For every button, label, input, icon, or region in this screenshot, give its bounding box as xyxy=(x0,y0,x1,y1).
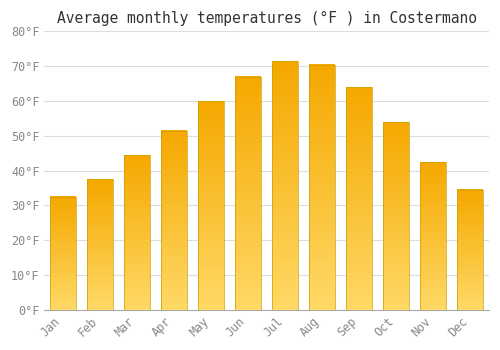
Bar xyxy=(420,162,446,310)
Bar xyxy=(50,197,76,310)
Bar xyxy=(235,77,261,310)
Bar xyxy=(198,101,224,310)
Bar xyxy=(458,190,483,310)
Bar xyxy=(310,64,335,310)
Bar xyxy=(161,131,187,310)
Bar xyxy=(87,179,113,310)
Bar xyxy=(124,155,150,310)
Bar xyxy=(346,87,372,310)
Bar xyxy=(272,61,298,310)
Bar xyxy=(384,122,409,310)
Title: Average monthly temperatures (°F ) in Costermano: Average monthly temperatures (°F ) in Co… xyxy=(56,11,476,26)
